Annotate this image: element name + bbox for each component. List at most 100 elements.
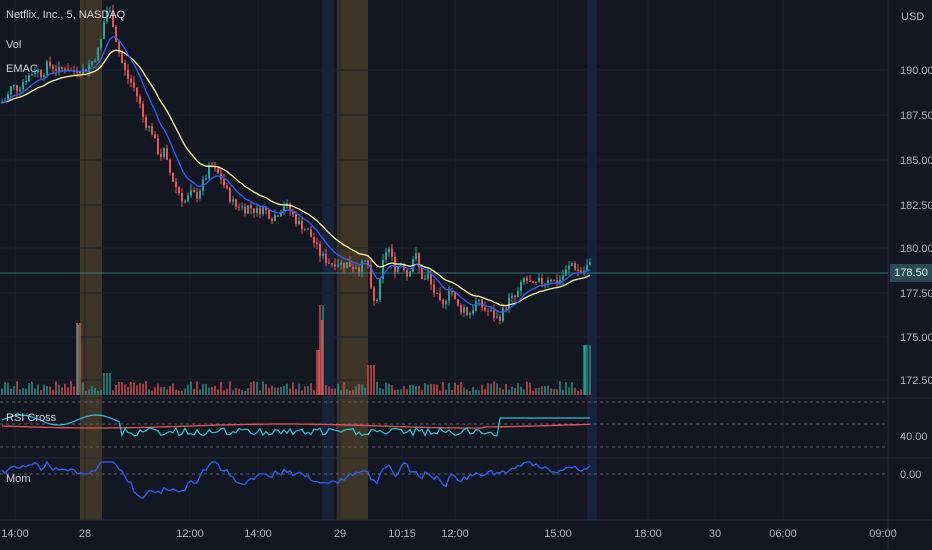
candle-body (436, 292, 438, 294)
candle-body (319, 243, 321, 257)
candle-body (535, 281, 537, 283)
price-candles[interactable] (1, 5, 591, 325)
candle-body (205, 178, 207, 180)
candle-body (241, 206, 243, 208)
volume-bar (451, 390, 453, 395)
candle-body (385, 252, 387, 260)
candle-body (586, 265, 588, 271)
candle-body (355, 267, 357, 269)
volume-bar (454, 382, 456, 395)
volume-bar (505, 383, 507, 395)
candle-body (307, 229, 309, 231)
volume-bar (184, 388, 186, 395)
candle-body (481, 299, 483, 308)
time-tick-label: 10:15 (388, 528, 416, 540)
candle-body (466, 307, 468, 315)
volume-bar (388, 383, 390, 395)
candle-body (454, 292, 456, 300)
vol-indicator-label[interactable]: Vol (6, 39, 22, 51)
volume-bar (235, 387, 237, 395)
volume-bar (589, 345, 591, 395)
candle-body (142, 103, 144, 117)
candle-body (487, 310, 489, 312)
volume-bar (550, 388, 552, 395)
rsi-slow-line (1, 423, 591, 429)
volume-bar (517, 383, 519, 395)
volume-bar (361, 384, 363, 395)
candle-body (283, 206, 285, 213)
volume-bar (67, 387, 69, 395)
candle-body (325, 253, 327, 263)
candle-body (22, 82, 24, 90)
volume-bar (100, 389, 102, 395)
candle-body (496, 316, 498, 318)
candle-body (562, 275, 564, 280)
candle-body (274, 215, 276, 222)
candle-body (109, 10, 111, 12)
volume-bar (406, 389, 408, 395)
volume-bar (499, 387, 501, 395)
candle-body (421, 267, 423, 279)
volume-bar (457, 384, 459, 395)
candle-body (361, 261, 363, 272)
volume-bar (70, 381, 72, 395)
time-tick-label: 14:00 (1, 528, 29, 540)
session-band-3 (587, 0, 597, 520)
volume-bar (544, 386, 546, 395)
symbol-title[interactable]: Netflix, Inc., 5, NASDAQ (6, 9, 126, 21)
volume-bar (511, 386, 513, 395)
volume-bar (55, 381, 57, 395)
volume-bar (349, 390, 351, 395)
volume-bar (298, 383, 300, 395)
candle-body (277, 215, 279, 217)
candle-body (490, 310, 492, 312)
mom-tick-label: 0.00 (900, 469, 921, 481)
candle-body (238, 206, 240, 208)
candle-body (526, 278, 528, 281)
volume-bar (112, 390, 114, 395)
candle-body (541, 278, 543, 284)
volume-bar (52, 389, 54, 395)
volume-bar (394, 389, 396, 395)
candle-body (136, 87, 138, 97)
volume-bar (502, 389, 504, 395)
candle-body (502, 308, 504, 321)
candle-body (358, 267, 360, 272)
momentum-label[interactable]: Mom (6, 473, 31, 485)
candle-body (472, 310, 474, 314)
volume-bar (130, 381, 132, 395)
rsi-fast-line (1, 414, 590, 438)
candle-body (154, 134, 156, 139)
volume-bar (139, 383, 141, 395)
volume-spike-3 (584, 345, 586, 395)
candle-body (406, 270, 408, 277)
volume-bar (565, 382, 567, 395)
volume-bar (574, 387, 576, 395)
volume-bar (4, 382, 6, 395)
volume-bar (205, 383, 207, 395)
candle-body (160, 154, 162, 157)
volume-bar (175, 389, 177, 395)
candle-body (112, 10, 114, 27)
emac-indicator-label[interactable]: EMAC (6, 63, 38, 75)
candle-body (49, 61, 51, 66)
candle-body (250, 205, 252, 209)
candle-body (229, 188, 231, 202)
volume-bar (7, 383, 9, 395)
price-tick-label: 190.00 (900, 65, 932, 77)
volume-bar (403, 386, 405, 395)
volume-bar (124, 384, 126, 395)
volume-bar (34, 388, 36, 395)
volume-bar (400, 389, 402, 395)
volume-bar (247, 387, 249, 395)
candle-body (556, 280, 558, 285)
rsi-cross-label[interactable]: RSI Cross (6, 412, 57, 424)
volume-bar (283, 385, 285, 395)
candle-body (271, 218, 273, 222)
candle-body (289, 203, 291, 212)
volume-bar (325, 385, 327, 395)
volume-bar (160, 387, 162, 395)
candle-body (235, 199, 237, 207)
